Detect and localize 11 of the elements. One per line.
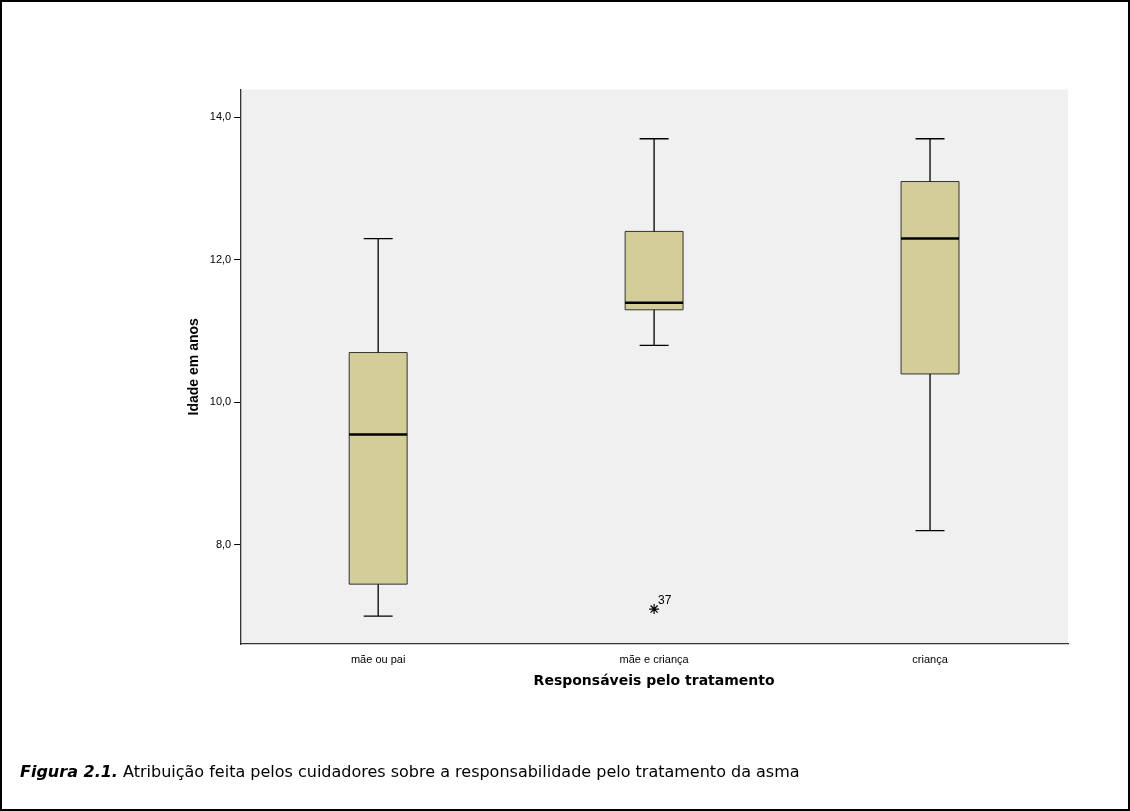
y-tick-label: 8,0 <box>215 537 232 550</box>
y-tick-label: 10,0 <box>209 395 232 408</box>
x-tick-label: criança <box>912 652 949 665</box>
y-tick-label: 14,0 <box>209 110 232 123</box>
y-tick-label: 12,0 <box>209 252 232 265</box>
y-axis-title: Idade em anos <box>185 317 202 416</box>
x-tick-label: mãe ou pai <box>350 652 406 665</box>
text: Figura 2.1. Atribuição feita pelos cuidadores sobre a responsabilidade pelo tratamento da asma <box>20 762 800 781</box>
x-tick-label: mãe e criança <box>619 652 690 665</box>
annotation: 37 <box>658 593 672 608</box>
x-axis-title: Responsáveis pelo tratamento <box>533 672 775 689</box>
